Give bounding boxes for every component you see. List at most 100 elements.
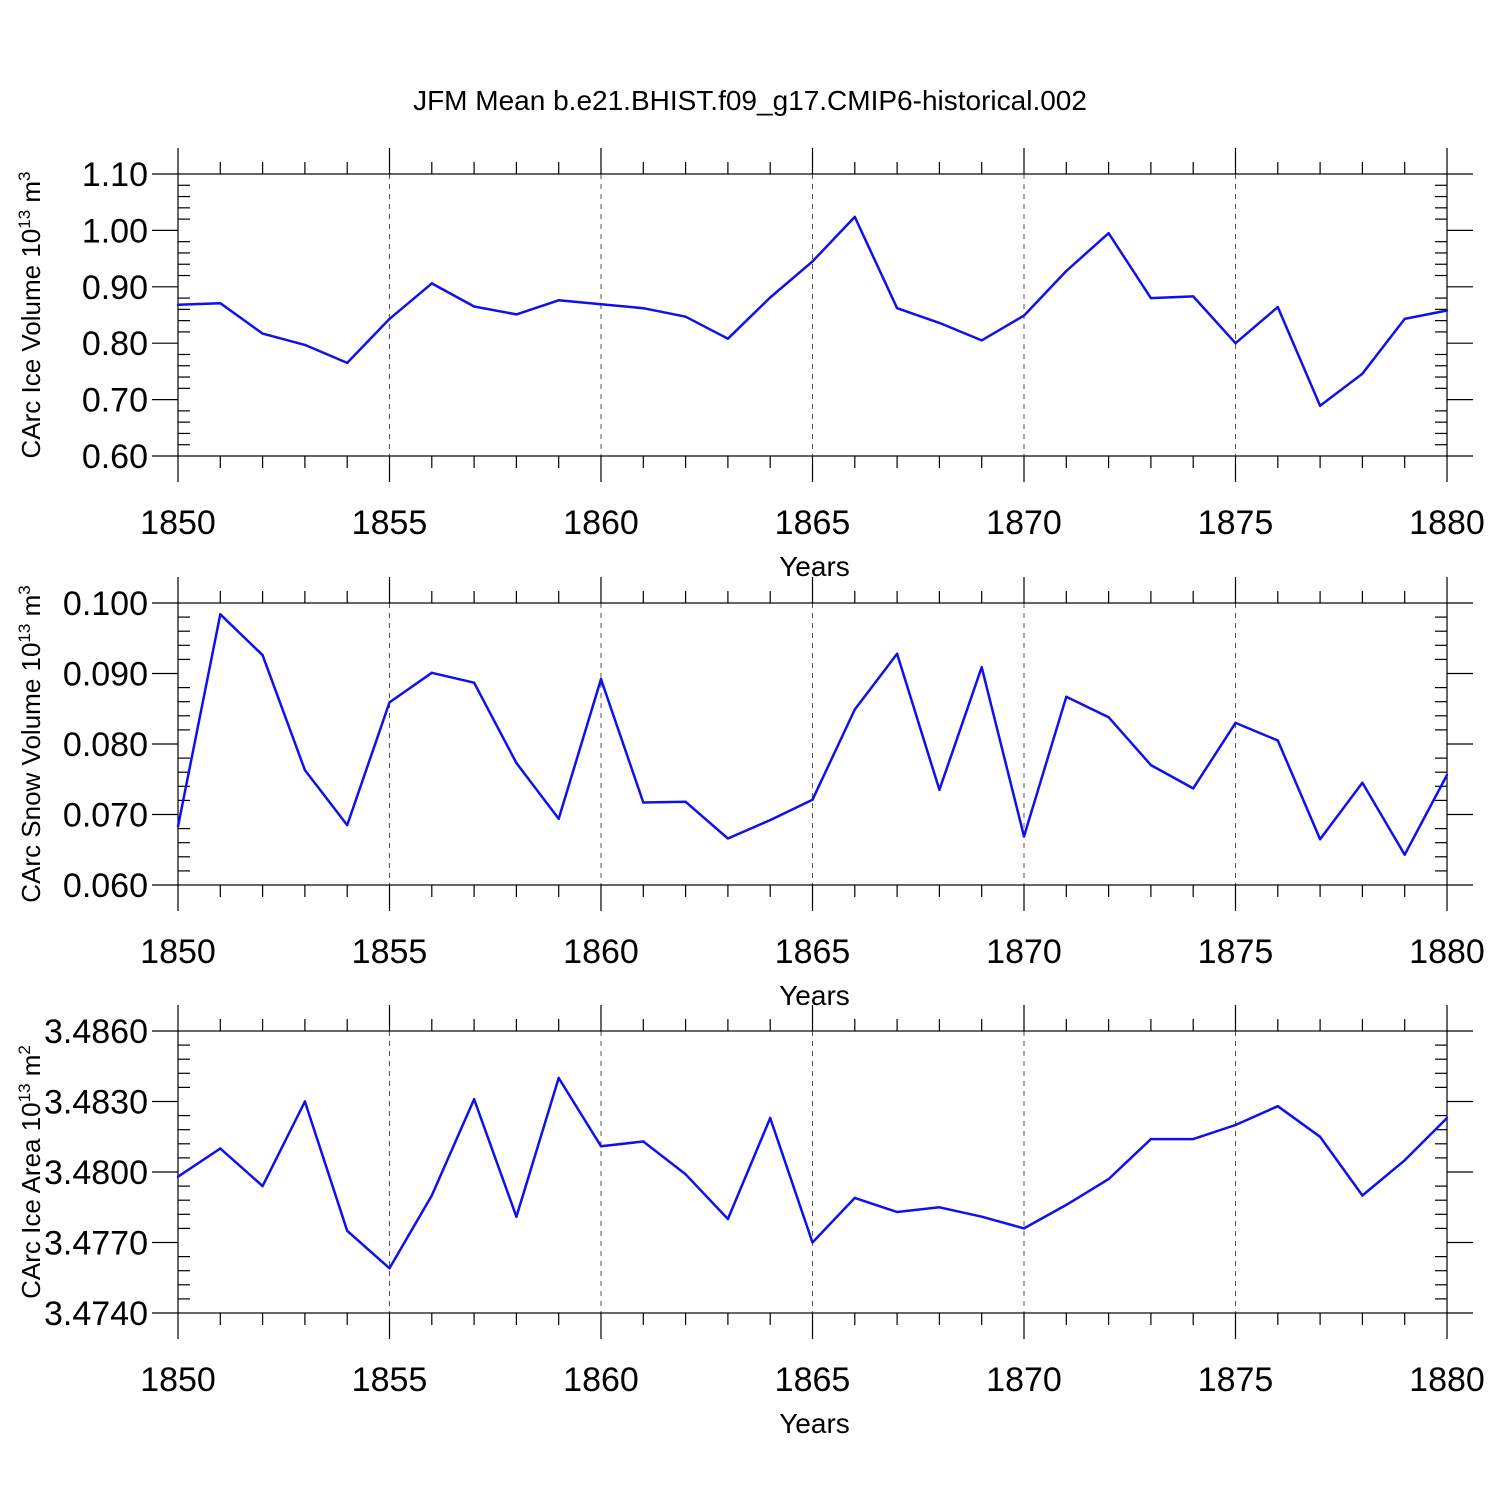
ice-volume-x-tick-label: 1870 xyxy=(986,504,1062,542)
ice-area-data-point xyxy=(176,1175,180,1178)
ice-area-panel: 3.4740 3.4770 3.4800 3.4830 3.4860 1850 1855 18… xyxy=(15,1005,1485,1439)
ice-volume-data-point xyxy=(346,361,349,365)
ice-volume-data-point xyxy=(1403,317,1406,321)
snow-volume-data-point xyxy=(1445,773,1449,777)
ice-area-data-point xyxy=(1107,1177,1110,1181)
ice-volume-data-point xyxy=(1065,269,1068,273)
ice-area-y-axis-label: CArc Ice Area 1013 m2 xyxy=(15,1045,46,1299)
ice-volume-x-tick-label: 1865 xyxy=(775,504,851,542)
ice-area-y-tick-label: 3.4770 xyxy=(44,1225,148,1263)
snow-volume-data-point xyxy=(1107,716,1110,719)
ice-area-x-tick-label: 1870 xyxy=(986,1361,1062,1399)
snow-volume-y-tick-label: 0.100 xyxy=(63,585,148,623)
snow-volume-x-tick-label: 1875 xyxy=(1198,933,1274,971)
ice-volume-data-point xyxy=(642,307,645,310)
ice-volume-data-point xyxy=(261,332,264,335)
snow-volume-data-point xyxy=(557,817,560,820)
ice-volume-y-tick-label: 0.90 xyxy=(82,269,148,307)
snow-volume-data-point xyxy=(599,677,603,681)
snow-volume-y-tick-label: 0.080 xyxy=(63,726,148,764)
snow-volume-data-point xyxy=(1065,695,1068,698)
snow-volume-x-tick-label: 1860 xyxy=(563,933,639,971)
snow-volume-data-point xyxy=(1403,853,1406,856)
ice-volume-data-point xyxy=(938,321,941,325)
ice-area-data-point xyxy=(303,1100,307,1103)
snow-volume-x-tick-label: 1880 xyxy=(1409,933,1485,971)
ice-volume-data-point xyxy=(176,303,180,307)
ice-area-data-point xyxy=(642,1140,645,1143)
snow-volume-data-point xyxy=(769,818,772,822)
snow-volume-data-point xyxy=(811,798,814,801)
snow-volume-data-point xyxy=(726,837,730,840)
ice-volume-data-point xyxy=(1022,314,1026,317)
ice-volume-data-point xyxy=(853,215,856,219)
snow-volume-panel: 0.060 0.070 0.080 0.090 0.100 1850 1855 1860 186… xyxy=(15,577,1485,1011)
ice-area-data-point xyxy=(895,1210,899,1214)
ice-volume-y-tick-label: 0.60 xyxy=(82,438,148,476)
snow-volume-data-point xyxy=(219,613,222,616)
snow-volume-data-point xyxy=(853,708,856,711)
ice-volume-y-tick-label: 1.00 xyxy=(82,212,148,250)
ice-area-data-point xyxy=(980,1215,983,1218)
snow-volume-x-axis-label: Years xyxy=(779,980,850,1011)
ice-volume-data-point xyxy=(388,317,391,321)
ice-volume-data-point xyxy=(1361,372,1364,375)
snow-volume-data-point xyxy=(1276,739,1280,742)
ice-area-data-point xyxy=(1276,1105,1280,1108)
ice-area-y-tick-label: 3.4800 xyxy=(44,1154,148,1192)
ice-volume-x-tick-label: 1855 xyxy=(352,504,428,542)
ice-area-data-point xyxy=(219,1147,222,1150)
ice-volume-x-axis-label: Years xyxy=(779,551,850,582)
ice-volume-x-tick-label: 1860 xyxy=(563,504,639,542)
snow-volume-data-point xyxy=(472,681,476,684)
ice-area-data-point xyxy=(557,1076,560,1080)
snow-volume-data-point xyxy=(980,665,983,669)
ice-volume-data-point xyxy=(684,315,687,318)
ice-volume-x-tick-label: 1850 xyxy=(140,504,216,542)
ice-area-x-tick-label: 1880 xyxy=(1409,1361,1485,1399)
snow-volume-y-tick-label: 0.090 xyxy=(63,656,148,694)
ice-area-data-point xyxy=(1149,1137,1153,1141)
ice-volume-data-point xyxy=(1192,295,1195,298)
ice-volume-data-point xyxy=(472,305,476,308)
snow-volume-data-point xyxy=(515,761,518,765)
ice-area-data-point xyxy=(726,1217,730,1221)
ice-area-plot-frame xyxy=(177,1030,1448,1314)
ice-volume-data-point xyxy=(980,339,983,342)
snow-volume-data-point xyxy=(1022,835,1026,838)
snow-volume-y-axis-label: CArc Snow Volume 1013 m3 xyxy=(15,585,46,902)
ice-area-data-point xyxy=(1361,1194,1364,1197)
ice-area-data-point xyxy=(1022,1227,1026,1230)
ice-area-x-axis-label: Years xyxy=(779,1408,850,1439)
ice-area-data-point xyxy=(684,1173,687,1176)
ice-volume-y-axis-label: CArc Ice Volume 1013 m3 xyxy=(15,171,46,458)
ice-volume-data-point xyxy=(1107,232,1110,235)
ice-area-data-point xyxy=(346,1229,349,1232)
snow-volume-data-point xyxy=(176,825,180,828)
ice-volume-data-point xyxy=(811,260,814,263)
ice-volume-data-point xyxy=(430,282,433,285)
snow-volume-data-point xyxy=(430,671,433,674)
ice-volume-data-point xyxy=(1149,296,1153,300)
ice-area-data-point xyxy=(1234,1123,1237,1127)
snow-volume-data-point xyxy=(303,768,307,772)
ice-volume-data-point xyxy=(895,307,899,310)
ice-area-data-point xyxy=(811,1241,814,1244)
ice-volume-panel: 0.60 0.70 0.80 0.90 1.00 1.10 1850 1855 1860 1865… xyxy=(15,148,1485,582)
ice-area-data-point xyxy=(472,1097,476,1101)
snow-volume-y-tick-label: 0.070 xyxy=(63,797,148,835)
snow-volume-data-point xyxy=(346,823,349,827)
ice-area-y-tick-label: 3.4860 xyxy=(44,1013,148,1051)
ice-volume-data-point xyxy=(599,303,603,306)
ice-area-x-tick-label: 1850 xyxy=(140,1361,216,1399)
ice-volume-y-tick-label: 1.10 xyxy=(82,156,148,194)
ice-volume-data-point xyxy=(769,296,772,299)
ice-area-data-point xyxy=(261,1184,264,1188)
ice-area-data-point xyxy=(1065,1203,1068,1207)
snow-volume-x-tick-label: 1855 xyxy=(352,933,428,971)
snow-volume-data-point xyxy=(895,652,899,655)
ice-volume-data-point xyxy=(303,343,307,347)
ice-volume-y-tick-label: 0.70 xyxy=(82,382,148,420)
ice-volume-data-point xyxy=(1234,342,1237,345)
